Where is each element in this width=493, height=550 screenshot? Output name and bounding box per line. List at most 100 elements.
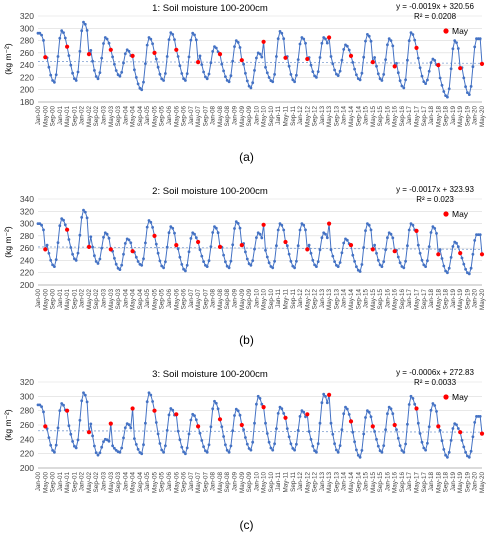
data-point bbox=[83, 210, 87, 214]
x-tick-label: Jan-16 bbox=[384, 106, 391, 126]
x-tick-label: May-06 bbox=[173, 472, 180, 493]
data-point bbox=[51, 263, 54, 267]
data-point bbox=[105, 37, 109, 41]
x-tick-label: Sep-19 bbox=[464, 106, 471, 127]
x-tick-label: Sep-18 bbox=[443, 472, 450, 493]
data-point bbox=[387, 37, 391, 41]
data-point bbox=[224, 75, 227, 78]
data-point bbox=[160, 448, 164, 452]
x-tick-label: Sep-14 bbox=[355, 106, 362, 127]
data-point bbox=[473, 239, 477, 242]
data-point bbox=[353, 67, 356, 71]
data-point bbox=[102, 42, 105, 45]
x-tick-label: Jan-00 bbox=[35, 106, 42, 126]
x-tick-label: Jan-18 bbox=[428, 289, 435, 309]
data-point bbox=[123, 242, 127, 245]
data-point bbox=[271, 80, 275, 84]
data-point bbox=[406, 58, 409, 62]
data-point bbox=[366, 33, 369, 36]
data-point bbox=[178, 438, 182, 442]
data-point bbox=[56, 426, 60, 430]
data-point bbox=[142, 80, 145, 84]
data-point bbox=[467, 93, 471, 96]
data-point bbox=[185, 72, 189, 75]
data-point-may bbox=[283, 415, 288, 420]
x-tick-label: May-01 bbox=[64, 472, 71, 493]
x-tick-label: Sep-00 bbox=[50, 472, 57, 493]
data-point bbox=[293, 266, 296, 270]
data-point bbox=[296, 244, 300, 248]
data-point bbox=[462, 76, 466, 80]
data-point bbox=[275, 427, 278, 430]
data-point bbox=[407, 39, 411, 43]
data-point bbox=[360, 449, 364, 452]
data-point bbox=[167, 413, 171, 417]
data-point bbox=[214, 226, 218, 230]
data-point bbox=[251, 440, 255, 444]
data-point-may bbox=[152, 233, 157, 238]
data-point bbox=[180, 72, 184, 75]
data-point bbox=[164, 260, 167, 264]
data-point bbox=[473, 45, 477, 49]
x-tick-label: May-01 bbox=[64, 289, 71, 310]
data-point-may bbox=[348, 53, 354, 59]
data-point bbox=[422, 446, 426, 450]
data-point bbox=[176, 429, 180, 433]
data-point bbox=[202, 260, 206, 263]
data-point bbox=[205, 450, 209, 454]
data-point bbox=[402, 86, 406, 90]
x-tick-label: Jan-05 bbox=[144, 289, 151, 309]
data-point bbox=[296, 429, 300, 432]
data-point bbox=[83, 393, 87, 397]
x-tick-label: May-09 bbox=[239, 289, 246, 310]
x-tick-label: Sep-04 bbox=[137, 106, 144, 127]
data-point bbox=[224, 443, 227, 447]
data-point bbox=[409, 222, 413, 225]
data-point bbox=[200, 439, 204, 442]
data-point bbox=[255, 236, 258, 239]
data-point bbox=[478, 415, 482, 418]
data-point-may bbox=[479, 61, 485, 66]
data-point bbox=[73, 444, 76, 448]
data-point bbox=[282, 37, 286, 41]
data-point bbox=[456, 47, 460, 50]
data-point bbox=[426, 78, 429, 82]
data-point bbox=[258, 232, 262, 236]
y-tick-label: 300 bbox=[20, 391, 34, 401]
x-tick-label: May-02 bbox=[86, 289, 93, 310]
y-tick-label: 320 bbox=[20, 11, 34, 21]
data-point bbox=[411, 223, 415, 227]
x-tick-label: Sep-02 bbox=[93, 472, 100, 493]
x-tick-label: May-00 bbox=[42, 106, 49, 127]
data-point bbox=[133, 437, 136, 440]
data-point bbox=[114, 262, 118, 266]
data-point bbox=[267, 261, 271, 265]
x-tick-label: Sep-03 bbox=[115, 289, 122, 310]
y-tick-label: 300 bbox=[20, 219, 34, 229]
data-point bbox=[373, 56, 376, 59]
data-point bbox=[427, 69, 431, 73]
data-point bbox=[173, 231, 176, 235]
data-point bbox=[358, 270, 362, 273]
data-point bbox=[62, 31, 65, 34]
x-tick-label: Sep-06 bbox=[181, 289, 188, 310]
x-tick-label: Sep-10 bbox=[268, 289, 275, 310]
x-tick-label: Jan-20 bbox=[472, 289, 479, 309]
x-tick-label: Sep-08 bbox=[224, 106, 231, 127]
data-point-may bbox=[370, 247, 375, 252]
data-point bbox=[373, 430, 376, 433]
data-point bbox=[364, 229, 367, 232]
data-point bbox=[156, 251, 160, 255]
data-point bbox=[442, 264, 446, 268]
data-point bbox=[158, 442, 162, 445]
data-point bbox=[289, 442, 293, 446]
data-point bbox=[160, 264, 164, 268]
series-line bbox=[38, 20, 483, 99]
data-point bbox=[120, 70, 124, 74]
x-tick-label: May-10 bbox=[261, 289, 268, 310]
x-tick-label: Sep-15 bbox=[377, 106, 384, 127]
data-point bbox=[140, 88, 144, 92]
data-point bbox=[391, 44, 395, 48]
data-point bbox=[438, 76, 442, 80]
x-tick-label: May-13 bbox=[326, 289, 333, 310]
